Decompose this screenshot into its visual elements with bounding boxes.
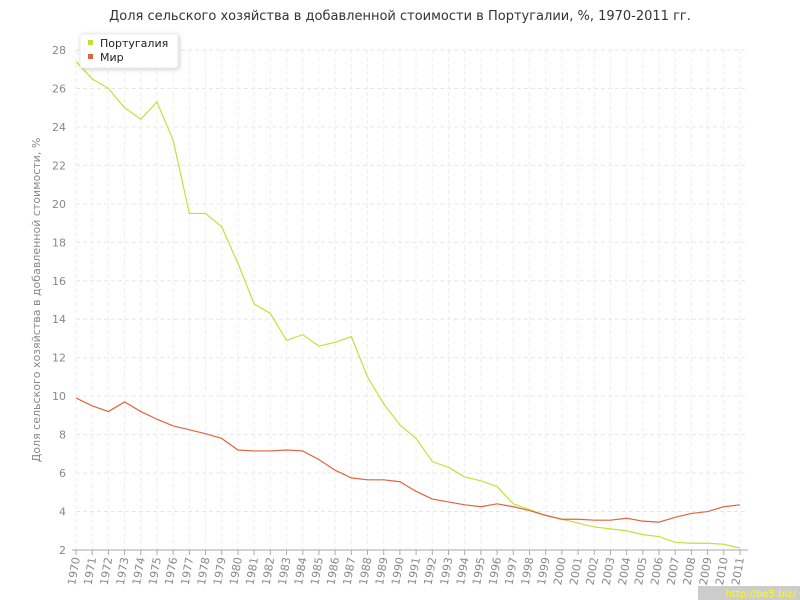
legend-box [79, 33, 179, 69]
x-tick-label: 1989 [373, 556, 391, 586]
series-line [75, 61, 741, 549]
x-tick-label: 1984 [292, 556, 310, 586]
x-tick-label: 2001 [567, 556, 585, 586]
x-tick-label: 1973 [114, 556, 132, 586]
y-tick-label: 26 [52, 82, 66, 95]
legend-label: Мир [100, 51, 124, 64]
x-tick-label: 2004 [616, 556, 634, 586]
legend-swatch [88, 54, 93, 59]
x-tick-label: 1978 [195, 556, 213, 586]
x-tick-label: 2008 [681, 556, 699, 586]
x-tick-label: 1994 [454, 556, 472, 586]
y-tick-label: 14 [52, 313, 66, 326]
x-tick-label: 1995 [470, 556, 488, 586]
x-tick-label: 1972 [98, 556, 116, 586]
y-tick-label: 24 [52, 121, 66, 134]
chart-title: Доля сельского хозяйства в добавленной с… [109, 9, 691, 24]
legend-label: Португалия [100, 37, 168, 50]
x-tick-label: 1998 [519, 556, 537, 586]
x-tick-label: 1971 [81, 556, 99, 586]
x-tick-label: 1975 [146, 556, 164, 586]
x-tick-label: 1999 [535, 556, 553, 586]
y-tick-label: 10 [52, 390, 66, 403]
x-tick-label: 2011 [729, 556, 747, 586]
x-tick-label: 2009 [697, 556, 715, 586]
x-tick-label: 1983 [276, 556, 294, 586]
y-tick-label: 12 [52, 352, 66, 365]
x-tick-label: 1997 [503, 556, 521, 586]
x-tick-label: 1996 [486, 556, 504, 586]
y-tick-label: 28 [52, 44, 66, 57]
x-tick-label: 1974 [130, 556, 148, 586]
y-axis-label: Доля сельского хозяйства в добавленной с… [30, 138, 43, 463]
series-line [75, 397, 741, 523]
x-tick-label: 1970 [65, 556, 83, 586]
x-tick-label: 1977 [179, 556, 197, 586]
x-tick-label: 2005 [632, 556, 650, 586]
y-tick-label: 22 [52, 159, 66, 172]
y-tick-label: 8 [59, 429, 66, 442]
x-tick-label: 1976 [162, 556, 180, 586]
x-tick-label: 1993 [438, 556, 456, 586]
y-tick-label: 16 [52, 275, 66, 288]
x-tick-label: 2000 [551, 556, 569, 586]
x-tick-label: 1985 [308, 556, 326, 586]
x-tick-label: 1982 [260, 556, 278, 586]
x-tick-label: 2010 [713, 556, 731, 586]
x-tick-label: 1987 [341, 556, 359, 586]
y-tick-label: 20 [52, 198, 66, 211]
y-tick-label: 4 [59, 506, 66, 519]
x-tick-label: 1991 [405, 556, 423, 586]
x-tick-label: 1980 [227, 556, 245, 586]
x-tick-label: 2006 [648, 556, 666, 586]
x-tick-label: 1986 [324, 556, 342, 586]
watermark: http://be5.biz/ [726, 589, 797, 600]
x-tick-label: 1992 [422, 556, 440, 586]
y-tick-label: 2 [59, 544, 66, 557]
y-tick-label: 18 [52, 236, 66, 249]
x-tick-label: 1979 [211, 556, 229, 586]
y-tick-label: 6 [59, 467, 66, 480]
watermark-bg [698, 586, 800, 600]
x-tick-label: 2007 [665, 556, 683, 586]
x-tick-label: 1981 [243, 556, 261, 586]
legend-swatch [88, 40, 93, 45]
x-tick-label: 2002 [584, 556, 602, 586]
x-tick-label: 1990 [389, 556, 407, 586]
x-tick-label: 2003 [600, 556, 618, 586]
x-tick-label: 1988 [357, 556, 375, 586]
